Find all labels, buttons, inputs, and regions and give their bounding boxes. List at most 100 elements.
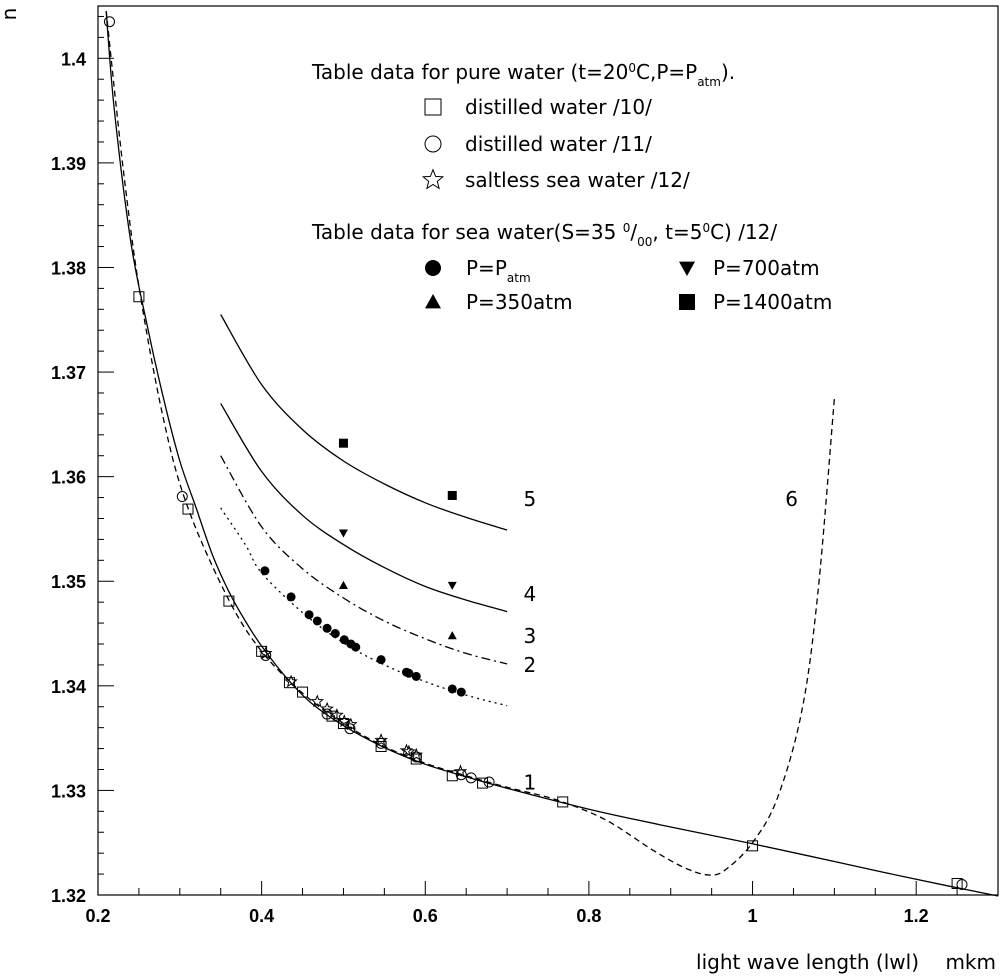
data-point-open-star [337, 714, 351, 728]
legend-label: distilled water /10/ [465, 95, 652, 119]
data-point-open-star [320, 701, 334, 715]
data-point-filled-circle [330, 629, 340, 639]
curve-label-4: 4 [523, 582, 536, 606]
x-tick-label: 0.2 [85, 906, 110, 926]
x-tick-label: 0.6 [413, 906, 438, 926]
data-point-filled-circle [351, 642, 361, 652]
curve-label-1: 1 [523, 770, 536, 794]
data-point-open-square [182, 503, 194, 515]
data-point-open-star [284, 674, 298, 688]
x-tick-label: 0.8 [576, 906, 601, 926]
data-point-open-square [297, 686, 309, 698]
data-point-open-circle [344, 723, 356, 735]
data-point-open-circle [410, 751, 422, 763]
data-point-filled-triangle-up [447, 631, 457, 640]
x-axis-title: light wave length (lwl) [696, 950, 919, 974]
legend-marker-open-square [424, 98, 442, 116]
data-point-open-circle [455, 769, 467, 781]
data-point-open-star [374, 733, 388, 747]
x-axis-unit: mkm [945, 950, 996, 974]
data-point-open-star [259, 646, 273, 660]
legend-marker-filled-triangle-down [679, 261, 695, 276]
data-point-open-square [747, 840, 759, 852]
y-tick-label: 1.36 [51, 468, 86, 488]
data-point-open-star [409, 747, 423, 761]
data-point-open-circle [483, 776, 495, 788]
data-point-open-star [402, 744, 416, 758]
data-point-filled-triangle-up [338, 580, 348, 590]
y-tick-label: 1.34 [51, 677, 86, 697]
series-line-5 [220, 314, 508, 531]
data-point-filled-circle [411, 671, 421, 681]
labels-layer: 1 2 3 4 5 6 [523, 487, 798, 794]
legend-label: P=350atm [466, 290, 573, 314]
markers-layer [103, 16, 968, 891]
y-tick-label: 1.33 [51, 781, 86, 801]
data-point-open-circle [176, 491, 188, 503]
data-point-filled-square [447, 490, 457, 500]
legend-marker-open-circle [424, 135, 442, 153]
legend-header-pure-water: Table data for pure water (t=200C,P=Patm… [311, 60, 735, 89]
y-tick-label: 1.32 [51, 886, 86, 906]
axes: 0.2 0.4 0.6 0.8 1 1.2 1.32 1.33 1.34 1.35 1.36 1.37… [0, 5, 999, 974]
data-point-open-star [453, 764, 468, 778]
data-point-open-square [326, 710, 338, 722]
series-line-2 [220, 507, 508, 707]
legend-label: saltless sea water /12/ [465, 168, 690, 192]
y-tick-label: 1.38 [51, 258, 86, 278]
data-point-filled-triangle-down [338, 529, 348, 538]
x-tick-label: 1 [748, 906, 758, 926]
y-tick-label: 1.35 [51, 572, 86, 592]
data-point-filled-circle [339, 635, 349, 645]
legend: Table data for pure water (t=200C,P=Patm… [311, 60, 832, 314]
y-tick-label: 1.4 [61, 49, 86, 69]
curve-label-5: 5 [523, 487, 536, 511]
legend-marker-filled-circle [425, 260, 441, 276]
data-point-filled-circle [312, 616, 322, 626]
y-axis-title: n [0, 8, 21, 21]
data-point-filled-circle [456, 687, 466, 697]
data-point-filled-circle [376, 655, 386, 665]
data-point-open-square [283, 677, 295, 689]
data-point-filled-circle [286, 592, 296, 602]
data-point-filled-circle [304, 610, 314, 620]
data-point-open-square [375, 740, 387, 752]
x-tick-label: 0.4 [249, 906, 274, 926]
data-point-open-star [344, 717, 358, 731]
data-point-open-circle [375, 737, 387, 749]
legend-marker-filled-triangle-up [425, 294, 441, 309]
legend-label: P=700atm [713, 256, 820, 280]
series-line-4 [220, 403, 508, 613]
data-point-open-star [310, 694, 324, 708]
data-point-filled-circle [260, 566, 270, 576]
y-tick-label: 1.39 [51, 154, 86, 174]
legend-label: P=Patm [466, 256, 531, 285]
data-point-open-star [330, 708, 344, 721]
data-point-open-square [133, 291, 145, 303]
data-point-filled-circle [322, 623, 332, 633]
data-point-open-square [477, 777, 489, 789]
legend-header-sea-water: Table data for sea water(S=35 0/00, t=50… [311, 220, 777, 249]
data-point-filled-circle [447, 684, 457, 694]
data-point-open-circle [956, 879, 968, 891]
data-point-filled-circle [404, 668, 414, 678]
data-point-open-square [951, 877, 963, 889]
data-point-filled-triangle-down [447, 581, 457, 590]
legend-marker-filled-square [679, 294, 695, 310]
data-point-open-square [223, 595, 235, 607]
y-tick-label: 1.37 [51, 363, 86, 383]
x-tick-label: 1.2 [904, 906, 929, 926]
legend-label: P=1400atm [713, 290, 832, 314]
data-point-open-circle [260, 649, 272, 661]
series-line-6 [105, 11, 836, 876]
data-point-open-square [557, 796, 569, 808]
curve-label-2: 2 [523, 653, 536, 677]
data-point-open-circle [103, 16, 115, 28]
curve-label-6: 6 [785, 487, 798, 511]
legend-marker-open-star [421, 168, 445, 190]
legend-label: distilled water /11/ [465, 132, 652, 156]
data-point-open-circle [465, 772, 477, 784]
data-point-filled-square [338, 438, 348, 448]
series-line-3 [220, 455, 508, 665]
